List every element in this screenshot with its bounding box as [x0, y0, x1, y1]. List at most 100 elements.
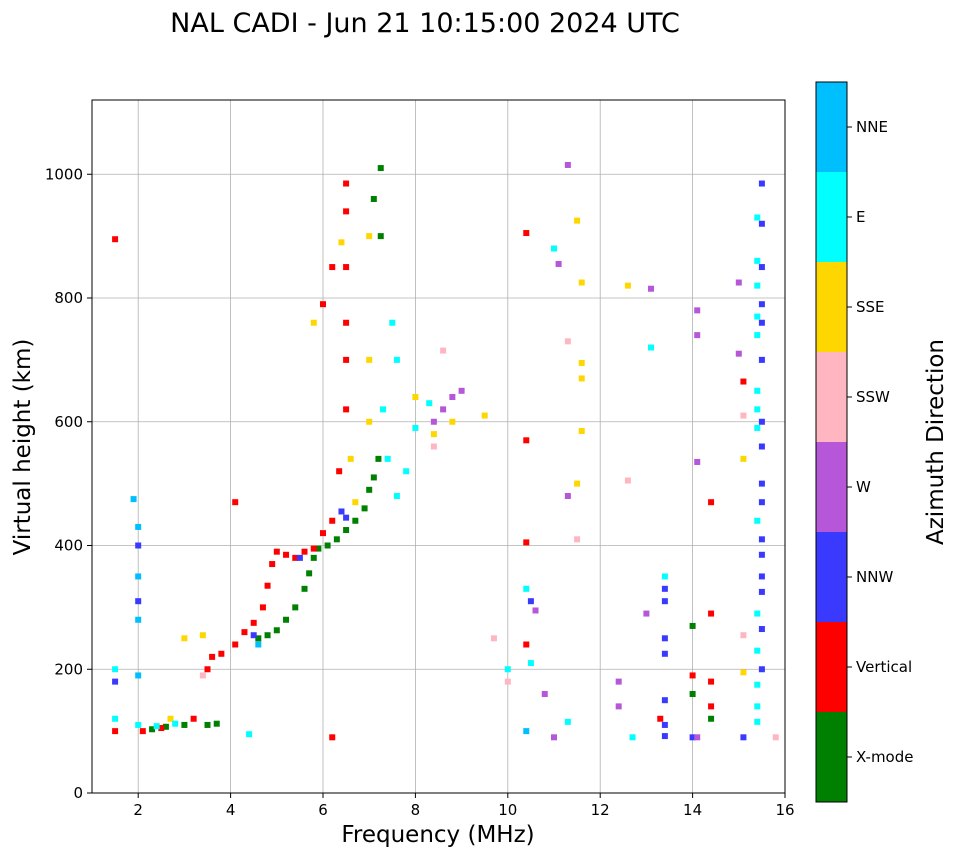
- echo-point: [336, 468, 343, 475]
- y-axis-label: Virtual height (km): [10, 339, 36, 556]
- echo-point: [320, 530, 326, 537]
- echo-point: [250, 619, 257, 626]
- echo-point: [172, 720, 179, 727]
- echo-point: [412, 394, 419, 400]
- y-tick-label: 400: [54, 537, 83, 555]
- echo-point: [232, 499, 239, 506]
- echo-point: [661, 650, 668, 657]
- echo-point: [578, 279, 585, 286]
- echo-point: [112, 678, 119, 685]
- echo-point: [527, 598, 534, 605]
- echo-point: [574, 480, 581, 487]
- echo-point: [204, 666, 211, 673]
- echo-point: [523, 641, 530, 648]
- echo-point: [384, 455, 391, 462]
- echo-point: [615, 703, 622, 710]
- colorbar-frame: [815, 81, 848, 803]
- echo-point: [181, 635, 188, 642]
- echo-point: [758, 499, 765, 506]
- echo-point: [758, 356, 765, 363]
- colorbar-segment: [816, 442, 847, 532]
- colorbar-tick-label: NNW: [856, 568, 893, 586]
- echo-point: [555, 260, 562, 267]
- echo-point: [135, 523, 142, 530]
- echo-point: [315, 545, 322, 552]
- echo-point: [347, 455, 354, 462]
- echo-point: [661, 635, 668, 642]
- echo-point: [523, 728, 530, 735]
- echo-point: [440, 347, 447, 354]
- echo-point: [366, 418, 373, 425]
- echo-point: [320, 301, 326, 308]
- echo-point: [523, 539, 530, 546]
- echo-point: [232, 641, 239, 648]
- echo-point: [343, 514, 350, 521]
- echo-point: [292, 554, 299, 561]
- echo-point: [426, 400, 433, 407]
- echo-point: [708, 499, 715, 506]
- echo-point: [523, 230, 530, 237]
- echo-point: [377, 165, 384, 172]
- colorbar-segment: [816, 82, 847, 172]
- echo-point: [643, 610, 650, 617]
- echo-point: [338, 239, 345, 246]
- echo-point: [754, 406, 761, 413]
- echo-point: [689, 672, 696, 679]
- echo-point: [574, 217, 581, 224]
- echo-point: [135, 616, 142, 623]
- echo-point: [135, 721, 142, 728]
- x-tick-label: 2: [133, 801, 143, 819]
- echo-point: [430, 418, 437, 425]
- y-axis: 0 200 400 600 800 1000: [45, 165, 92, 802]
- y-tick-label: 1000: [45, 165, 83, 183]
- echo-point: [694, 307, 701, 314]
- echo-point: [708, 610, 715, 617]
- echo-point: [532, 607, 539, 614]
- echo-point: [758, 480, 765, 487]
- echo-point: [338, 508, 345, 515]
- echo-point: [380, 406, 387, 413]
- echo-point: [343, 527, 350, 534]
- echo-point: [758, 418, 765, 425]
- echo-point: [375, 455, 382, 462]
- echo-point: [329, 517, 336, 524]
- echo-point: [366, 233, 373, 240]
- echo-point: [564, 338, 571, 345]
- echo-point: [361, 505, 368, 512]
- echo-point: [648, 344, 655, 351]
- echo-point: [758, 588, 765, 595]
- echo-point: [135, 672, 142, 679]
- echo-point: [310, 545, 317, 552]
- colorbar-tick-label: W: [856, 478, 871, 496]
- colorbar-tick-label: Vertical: [856, 658, 912, 676]
- echo-point: [343, 208, 350, 215]
- echo-point: [564, 161, 571, 168]
- echo-point: [393, 356, 400, 363]
- echo-point: [255, 635, 262, 642]
- echo-point: [343, 180, 350, 187]
- echo-point: [661, 721, 668, 728]
- echo-point: [329, 264, 336, 271]
- echo-point: [523, 585, 530, 592]
- echo-point: [758, 666, 765, 673]
- echo-point: [112, 715, 119, 722]
- echo-point: [352, 499, 359, 506]
- colorbar: X-mode Vertical NNW W SSW SSE E NNE: [815, 81, 913, 803]
- echo-point: [689, 734, 696, 741]
- echo-point: [264, 632, 271, 639]
- echo-point: [657, 715, 664, 722]
- x-axis: 2 4 6 8 10 12 14 16: [133, 793, 795, 819]
- echo-point: [754, 610, 761, 617]
- echo-point: [329, 734, 336, 741]
- echo-point: [158, 725, 165, 732]
- echo-point: [324, 542, 331, 549]
- echo-point: [735, 350, 742, 357]
- echo-point: [504, 678, 511, 685]
- x-tick-label: 8: [411, 801, 421, 819]
- echo-point: [694, 458, 701, 465]
- echo-point: [255, 641, 262, 648]
- x-tick-label: 4: [226, 801, 236, 819]
- echo-point: [264, 582, 271, 589]
- echo-point: [735, 279, 742, 286]
- echo-point: [758, 220, 765, 227]
